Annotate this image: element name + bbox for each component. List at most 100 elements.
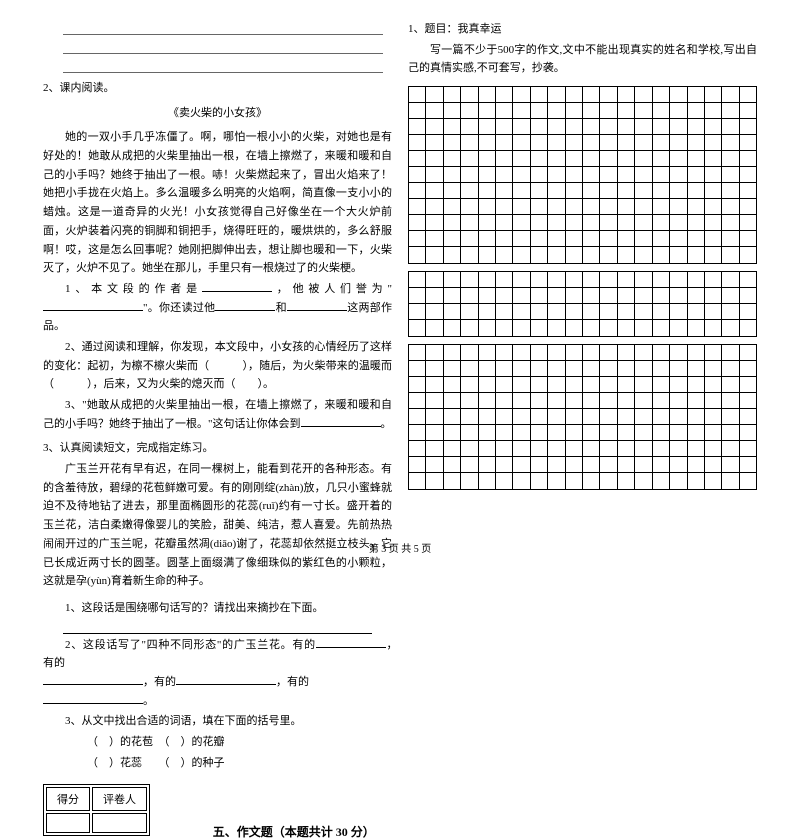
grid-cell[interactable] (461, 320, 478, 336)
grid-cell[interactable] (409, 361, 426, 376)
grid-cell[interactable] (600, 167, 617, 182)
grid-cell[interactable] (444, 135, 461, 150)
grid-cell[interactable] (705, 119, 722, 134)
grid-cell[interactable] (479, 457, 496, 472)
grid-cell[interactable] (513, 215, 530, 230)
grid-cell[interactable] (461, 272, 478, 287)
grid-cell[interactable] (600, 231, 617, 246)
grid-cell[interactable] (635, 199, 652, 214)
grid-cell[interactable] (479, 320, 496, 336)
grid-cell[interactable] (618, 215, 635, 230)
grid-cell[interactable] (600, 473, 617, 489)
grid-cell[interactable] (635, 409, 652, 424)
grid-cell[interactable] (653, 457, 670, 472)
grid-cell[interactable] (618, 361, 635, 376)
grid-cell[interactable] (722, 199, 739, 214)
grid-cell[interactable] (600, 272, 617, 287)
grid-cell[interactable] (426, 304, 443, 319)
grid-cell[interactable] (740, 409, 756, 424)
grid-cell[interactable] (688, 247, 705, 263)
grid-cell[interactable] (479, 199, 496, 214)
grid-cell[interactable] (670, 425, 687, 440)
grid-cell[interactable] (705, 87, 722, 102)
grid-cell[interactable] (653, 272, 670, 287)
grid-cell[interactable] (653, 119, 670, 134)
grid-cell[interactable] (635, 377, 652, 392)
grid-cell[interactable] (513, 183, 530, 198)
grid-cell[interactable] (409, 151, 426, 166)
grid-cell[interactable] (548, 457, 565, 472)
grid-cell[interactable] (513, 135, 530, 150)
grid-cell[interactable] (426, 199, 443, 214)
grid-cell[interactable] (531, 183, 548, 198)
grid-cell[interactable] (600, 215, 617, 230)
grid-cell[interactable] (531, 425, 548, 440)
grid-cell[interactable] (705, 215, 722, 230)
grid-cell[interactable] (479, 409, 496, 424)
grid-cell[interactable] (722, 345, 739, 360)
grid-cell[interactable] (583, 304, 600, 319)
grid-cell[interactable] (600, 320, 617, 336)
grid-cell[interactable] (670, 119, 687, 134)
grid-cell[interactable] (705, 272, 722, 287)
grid-cell[interactable] (479, 393, 496, 408)
answer-line[interactable] (63, 620, 372, 634)
grid-cell[interactable] (722, 119, 739, 134)
grid-cell[interactable] (688, 320, 705, 336)
grid-cell[interactable] (496, 119, 513, 134)
grid-cell[interactable] (653, 87, 670, 102)
grid-cell[interactable] (479, 87, 496, 102)
grid-cell[interactable] (461, 409, 478, 424)
grid-cell[interactable] (444, 247, 461, 263)
grid-cell[interactable] (653, 231, 670, 246)
grid-cell[interactable] (566, 103, 583, 118)
grid-cell[interactable] (496, 288, 513, 303)
grid-cell[interactable] (548, 345, 565, 360)
grid-cell[interactable] (635, 345, 652, 360)
grid-cell[interactable] (548, 199, 565, 214)
grid-cell[interactable] (635, 393, 652, 408)
grid-cell[interactable] (513, 304, 530, 319)
grid-cell[interactable] (740, 87, 756, 102)
grid-cell[interactable] (600, 425, 617, 440)
grid-cell[interactable] (548, 473, 565, 489)
grid-cell[interactable] (740, 345, 756, 360)
grid-cell[interactable] (583, 87, 600, 102)
grid-cell[interactable] (496, 151, 513, 166)
grid-cell[interactable] (513, 151, 530, 166)
grid-cell[interactable] (566, 377, 583, 392)
grid-cell[interactable] (531, 441, 548, 456)
grid-cell[interactable] (635, 425, 652, 440)
grid-cell[interactable] (566, 304, 583, 319)
grid-cell[interactable] (409, 304, 426, 319)
grid-cell[interactable] (618, 457, 635, 472)
grid-cell[interactable] (548, 215, 565, 230)
grid-cell[interactable] (566, 457, 583, 472)
grid-cell[interactable] (740, 320, 756, 336)
grid-cell[interactable] (705, 288, 722, 303)
grid-cell[interactable] (566, 288, 583, 303)
grid-cell[interactable] (635, 288, 652, 303)
grid-cell[interactable] (513, 119, 530, 134)
grid-cell[interactable] (444, 457, 461, 472)
grid-cell[interactable] (531, 288, 548, 303)
grid-cell[interactable] (600, 304, 617, 319)
grid-cell[interactable] (461, 441, 478, 456)
grid-cell[interactable] (583, 377, 600, 392)
grid-cell[interactable] (722, 231, 739, 246)
grid-cell[interactable] (670, 320, 687, 336)
grid-cell[interactable] (635, 87, 652, 102)
grid-cell[interactable] (618, 135, 635, 150)
grid-cell[interactable] (426, 87, 443, 102)
grid-cell[interactable] (670, 288, 687, 303)
grid-cell[interactable] (600, 119, 617, 134)
grid-cell[interactable] (583, 320, 600, 336)
grid-cell[interactable] (618, 103, 635, 118)
grid-cell[interactable] (653, 304, 670, 319)
grid-cell[interactable] (600, 361, 617, 376)
grid-cell[interactable] (618, 393, 635, 408)
grid-cell[interactable] (740, 377, 756, 392)
grid-cell[interactable] (479, 272, 496, 287)
grid-cell[interactable] (722, 425, 739, 440)
grid-cell[interactable] (722, 473, 739, 489)
